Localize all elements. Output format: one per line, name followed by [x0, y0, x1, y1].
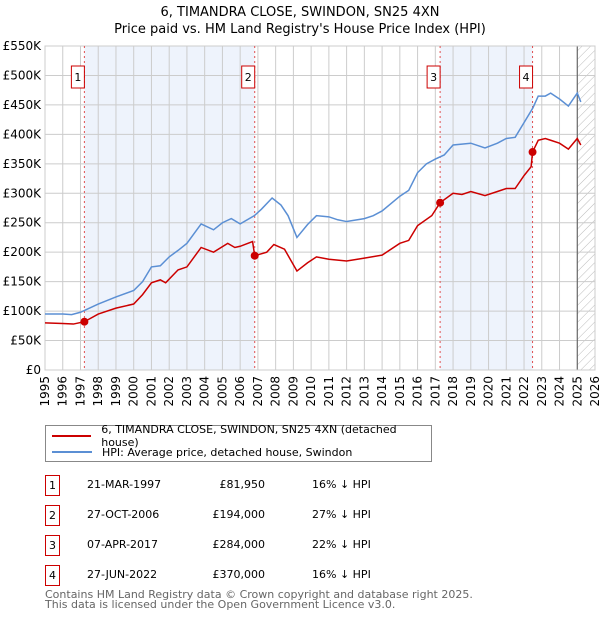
sale-hpi-diff: 22% ↓ HPI: [312, 538, 371, 551]
sale-date: 07-APR-2017: [87, 538, 159, 551]
sale-label-box: [519, 65, 534, 89]
x-tick-label: 2019: [464, 376, 478, 407]
x-tick-label: 2000: [127, 376, 141, 407]
sale-date: 27-JUN-2022: [87, 568, 158, 581]
sale-label: 2: [245, 71, 252, 84]
x-tick-label: 2004: [198, 376, 212, 407]
x-tick-label: 2005: [215, 376, 229, 407]
sale-label: 3: [430, 71, 437, 84]
sale-point: [80, 317, 89, 326]
y-tick-label: £100K: [3, 304, 43, 318]
sale-label-box: [426, 65, 441, 89]
x-tick-label: 2022: [517, 376, 531, 407]
y-tick-label: £0: [26, 363, 41, 377]
x-tick-label: 2010: [304, 376, 318, 407]
y-tick-label: £250K: [3, 216, 43, 230]
sale-price: £370,000: [212, 568, 266, 581]
series-line-hpi: [45, 91, 582, 316]
x-tick-label: 2024: [553, 376, 567, 407]
x-tick-label: 2026: [588, 376, 600, 407]
plot-frame: [44, 45, 596, 371]
sale-marker-box: 2: [45, 505, 60, 526]
forecast-hatch: [577, 46, 595, 370]
y-tick-label: £200K: [3, 245, 43, 259]
sale-row: 3 07-APR-2017 £284,000 22% ↓ HPI: [45, 535, 445, 556]
subtitle-line: Price paid vs. HM Land Registry's House …: [114, 22, 486, 37]
x-tick-label: 2011: [322, 376, 336, 407]
sale-point: [250, 251, 259, 260]
sale-label-box: [241, 65, 256, 89]
x-tick-label: 1996: [56, 376, 70, 407]
sale-label: 4: [523, 71, 530, 84]
x-tick-label: 2014: [375, 376, 389, 407]
legend: 6, TIMANDRA CLOSE, SWINDON, SN25 4XN (de…: [45, 423, 432, 462]
x-tick-label: 2001: [144, 376, 158, 407]
x-tick-label: 2009: [286, 376, 300, 407]
legend-line-red: [52, 435, 92, 437]
chart-title: 6, TIMANDRA CLOSE, SWINDON, SN25 4XN Pri…: [0, 4, 600, 38]
y-tick-label: £450K: [3, 98, 43, 112]
x-tick-label: 2018: [446, 376, 460, 407]
y-tick-label: £350K: [3, 157, 43, 171]
x-tick-label: 1995: [38, 376, 52, 407]
y-tick-label: £50K: [10, 334, 42, 348]
sale-hpi-diff: 16% ↓ HPI: [312, 568, 371, 581]
price-chart: £0 £50K £100K £150K £200K £250K £300K £350K £400…: [3, 39, 600, 407]
sale-point: [528, 148, 537, 157]
x-tick-label: 2002: [162, 376, 176, 407]
sale-row: 1 21-MAR-1997 £81,950 16% ↓ HPI: [45, 475, 445, 496]
sale-hpi-diff: 16% ↓ HPI: [312, 478, 371, 491]
x-tick-label: 2008: [269, 376, 283, 407]
legend-line-blue: [52, 451, 92, 453]
sale-point: [436, 198, 445, 207]
x-tick-label: 1997: [73, 376, 87, 407]
x-tick-label: 2023: [535, 376, 549, 407]
footer: Contains HM Land Registry data © Crown c…: [45, 588, 473, 611]
sale-price: £194,000: [212, 508, 266, 521]
x-tick-label: 2016: [411, 376, 425, 407]
x-tick-label: 2007: [251, 376, 265, 407]
x-tick-label: 1998: [91, 376, 105, 407]
y-tick-label: £400K: [3, 127, 43, 141]
x-tick-label: 2015: [393, 376, 407, 407]
legend-item-hpi: HPI: Average price, detached house, Swin…: [52, 444, 352, 460]
sale-price: £284,000: [212, 538, 266, 551]
x-tick-label: 2012: [340, 376, 354, 407]
x-tick-label: 1999: [109, 376, 123, 407]
sale-marker-box: 3: [45, 535, 60, 556]
x-tick-label: 2013: [357, 376, 371, 407]
y-tick-label: £500K: [3, 68, 43, 82]
legend-label: HPI: Average price, detached house, Swin…: [102, 445, 353, 459]
x-tick-label: 2021: [499, 376, 513, 407]
x-tick-label: 2003: [180, 376, 194, 407]
x-tick-label: 2006: [233, 376, 247, 407]
footer-line: Contains HM Land Registry data © Crown c…: [45, 588, 473, 601]
x-tick-label: 2025: [570, 376, 584, 407]
footer-line: This data is licensed under the Open Gov…: [45, 598, 396, 611]
legend-item-property: 6, TIMANDRA CLOSE, SWINDON, SN25 4XN (de…: [52, 423, 431, 449]
sale-label: 1: [74, 71, 81, 84]
shaded-region: [440, 46, 533, 370]
sale-row: 2 27-OCT-2006 £194,000 27% ↓ HPI: [45, 505, 445, 526]
title-line: 6, TIMANDRA CLOSE, SWINDON, SN25 4XN: [160, 5, 440, 20]
y-tick-label: £550K: [3, 39, 43, 53]
sale-marker-box: 4: [45, 565, 60, 586]
x-tick-label: 2017: [428, 376, 442, 407]
sale-marker-box: 1: [45, 475, 60, 496]
y-tick-label: £150K: [3, 275, 43, 289]
y-tick-label: £300K: [3, 186, 43, 200]
x-tick-label: 2020: [482, 376, 496, 407]
legend-label: 6, TIMANDRA CLOSE, SWINDON, SN25 4XN (de…: [101, 423, 397, 449]
sale-date: 21-MAR-1997: [87, 478, 162, 491]
sale-date: 27-OCT-2006: [87, 508, 160, 521]
series-line-property: [44, 137, 582, 325]
sale-hpi-diff: 27% ↓ HPI: [312, 508, 371, 521]
sale-label-box: [70, 65, 85, 89]
sale-price: £81,950: [219, 478, 266, 491]
sale-row: 4 27-JUN-2022 £370,000 16% ↓ HPI: [45, 565, 445, 586]
